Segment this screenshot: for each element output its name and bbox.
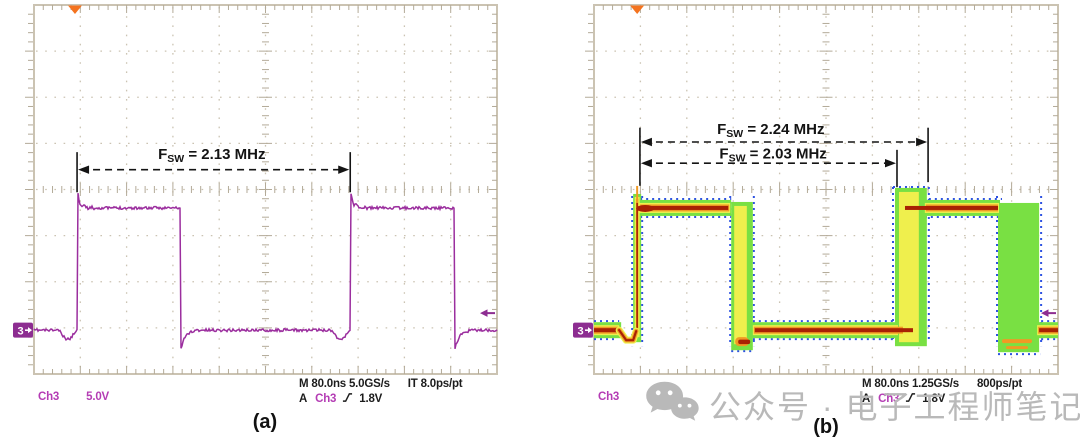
timebase-value: M 80.0ns 5.0GS/s (299, 378, 390, 390)
channel-3-marker: 3 (13, 322, 33, 338)
rising-slope-icon (342, 392, 353, 406)
trigger-prefix: A (299, 393, 308, 405)
fsw-annotation: FSW = 2.13 MHz (76, 146, 352, 193)
trigger-source: Ch3 (315, 393, 337, 405)
graticule (25, 4, 498, 375)
fsw-annotation-label: FSW = 2.24 MHz (717, 121, 824, 140)
channel-number-label: 3 (578, 326, 584, 338)
timebase-readout-a: M 80.0ns 5.0GS/s IT 8.0ps/pt (299, 378, 463, 390)
panel-caption-b: (b) (813, 416, 839, 438)
channel-label: Ch3 (598, 391, 620, 403)
watermark: 公众号 · 电子工程师笔记 (644, 379, 1080, 430)
fsw-annotation-label: FSW = 2.13 MHz (158, 146, 265, 165)
trigger-source: Ch3 (878, 393, 900, 405)
channel-number-label: 3 (18, 326, 24, 338)
scope-a-graticule: FSW = 2.13 MHz 3 (13, 4, 498, 375)
trigger-level-arrow-icon (1041, 309, 1056, 317)
ch3-persistence-waveform (594, 185, 1058, 356)
trigger-level: 1.8V (359, 393, 383, 405)
trigger-level-arrow-icon (480, 309, 495, 317)
panel-caption-a: (a) (252, 411, 278, 433)
fsw-annotation: FSW = 2.24 MHz (639, 121, 929, 186)
trigger-readout-b: A Ch3 1.8V (862, 392, 945, 406)
channel-3-marker: 3 (573, 322, 593, 338)
wechat-icon (644, 379, 700, 430)
rising-slope-icon (905, 392, 916, 406)
timebase-readout-b: M 80.0ns 1.25GS/s 800ps/pt (862, 378, 1022, 390)
watermark-text: 公众号 · 电子工程师笔记 (709, 388, 1080, 425)
scope-b-graticule: FSW = 2.24 MHz FSW = 2.03 MHz 3 (573, 4, 1059, 375)
fsw-annotation: FSW = 2.03 MHz (640, 146, 898, 188)
fsw-annotation-label: FSW = 2.03 MHz (719, 146, 826, 165)
trigger-readout-a: A Ch3 1.8V (299, 392, 382, 406)
resolution-value: IT 8.0ps/pt (407, 378, 463, 390)
trigger-level: 1.8V (922, 393, 946, 405)
graticule (585, 4, 1059, 375)
ch3-waveform-trace (33, 192, 498, 350)
resolution-value: 800ps/pt (976, 378, 1023, 390)
channel-scale-readout-a: Ch3 5.0V (38, 391, 109, 403)
channel-label: Ch3 (38, 391, 60, 403)
trigger-position-marker-icon (630, 5, 645, 14)
channel-scale: 5.0V (86, 391, 109, 403)
trigger-prefix: A (862, 393, 871, 405)
trigger-position-marker-icon (67, 5, 82, 14)
timebase-value: M 80.0ns 1.25GS/s (862, 378, 959, 390)
